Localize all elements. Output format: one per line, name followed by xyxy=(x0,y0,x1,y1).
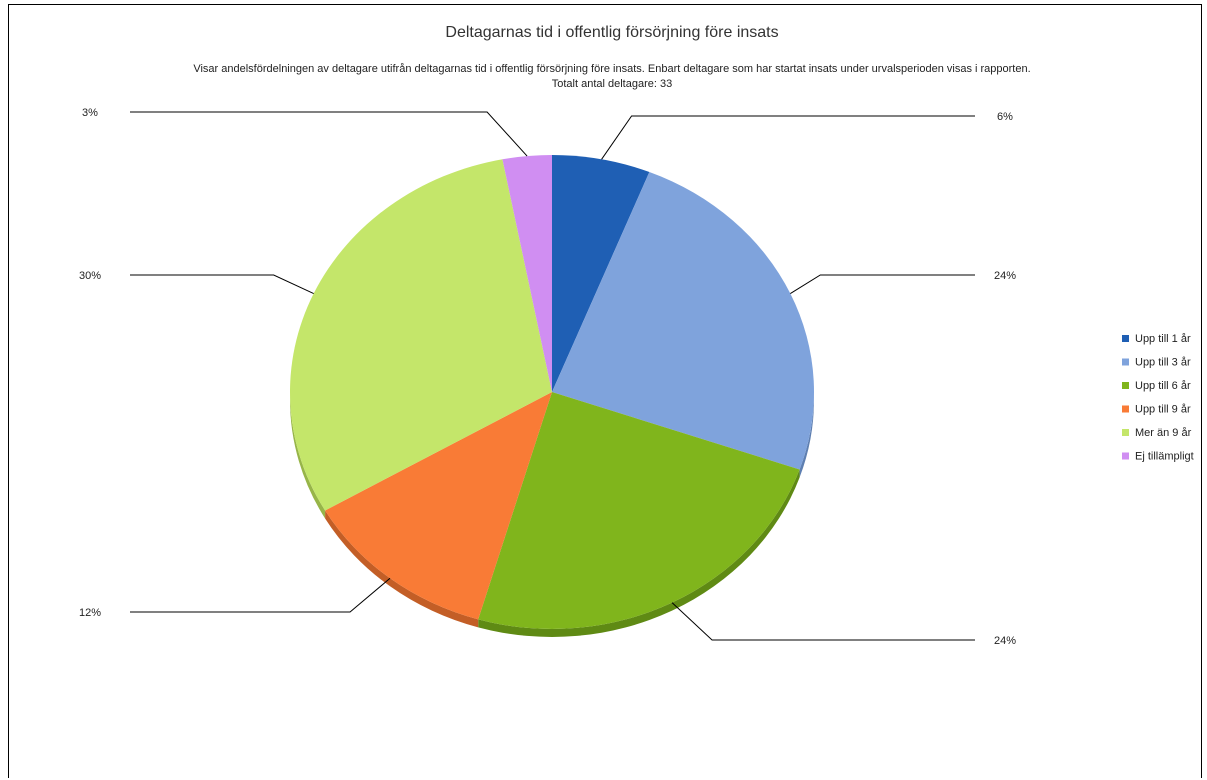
slice-percent-label: 30% xyxy=(79,270,101,282)
legend-label: Upp till 6 år xyxy=(1135,380,1191,392)
leader-line xyxy=(790,275,975,294)
legend-label: Upp till 9 år xyxy=(1135,404,1191,416)
slice-percent-label: 24% xyxy=(994,635,1016,647)
legend-swatch xyxy=(1122,429,1129,436)
leader-line xyxy=(130,112,527,156)
legend-swatch xyxy=(1122,335,1129,342)
legend-swatch xyxy=(1122,453,1129,460)
leader-line xyxy=(672,603,975,640)
leader-line xyxy=(130,275,314,294)
leader-line xyxy=(130,578,390,612)
legend-label: Ej tillämpligt xyxy=(1135,451,1194,463)
legend-swatch xyxy=(1122,382,1129,389)
slice-percent-label: 24% xyxy=(994,270,1016,282)
legend-label: Upp till 1 år xyxy=(1135,333,1191,345)
legend-label: Mer än 9 år xyxy=(1135,427,1192,439)
chart-subtitle-total: Totalt antal deltagare: 33 xyxy=(552,78,672,90)
slice-percent-label: 6% xyxy=(997,111,1013,123)
chart-subtitle: Visar andelsfördelningen av deltagare ut… xyxy=(193,63,1030,75)
slice-percent-label: 3% xyxy=(82,107,98,119)
legend-swatch xyxy=(1122,406,1129,413)
pie-slices xyxy=(290,155,814,637)
chart-title: Deltagarnas tid i offentlig försörjning … xyxy=(445,24,778,41)
legend: Upp till 1 år Upp till 3 år Upp till 6 år U… xyxy=(1122,333,1194,463)
legend-label: Upp till 3 år xyxy=(1135,357,1191,369)
legend-swatch xyxy=(1122,359,1129,366)
leader-line xyxy=(602,116,975,159)
slice-percent-label: 12% xyxy=(79,607,101,619)
